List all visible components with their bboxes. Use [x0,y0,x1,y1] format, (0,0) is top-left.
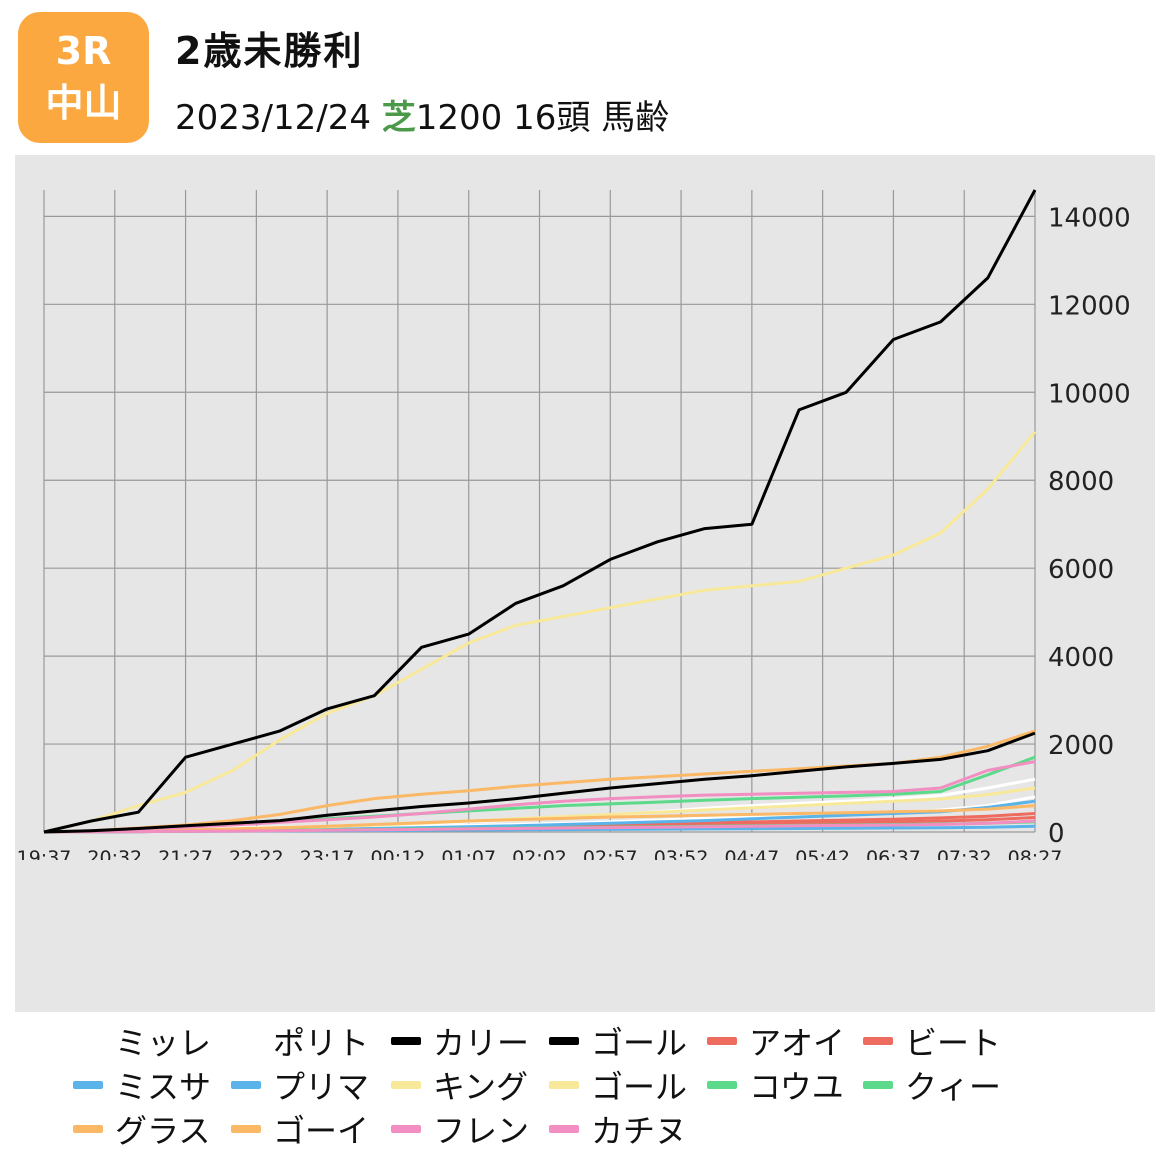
legend-item: クィー [863,1065,1002,1106]
legend-label: プリマ [273,1068,370,1106]
legend-item: コウユ [707,1065,844,1106]
y-tick-label: 12000 [1048,291,1131,321]
y-tick-label: 2000 [1048,731,1114,761]
x-tick-label: 01:07 [441,847,496,860]
chart-panel: 19:37 20:32 21:27 22:22 23:17 00:12 01:07 02:02… [15,155,1155,1150]
legend-label: ミッレ [115,1024,212,1062]
legend-label: カリー [433,1024,530,1062]
legend-swatch [549,1037,579,1045]
legend-swatch [73,1081,103,1089]
race-title: 2歳未勝利 [175,29,364,73]
series-line-3 [43,189,1037,834]
legend-item: ミッレ [73,1021,212,1062]
legend-item: アオイ [707,1021,846,1062]
legend-label: クィー [905,1068,1002,1106]
y-tick-label: 6000 [1048,555,1114,585]
legend-label: ゴール [591,1024,688,1062]
legend-item: ゴーイ [231,1109,370,1150]
legend-item: プリマ [231,1065,370,1106]
legend-swatch [73,1037,103,1045]
legend-swatch [231,1081,261,1089]
series-line-4 [43,731,1036,834]
race-subtitle: 2023/12/24 芝1200 16頭 馬齢 [175,90,669,139]
legend-label: グラス [115,1112,211,1150]
y-tick-label: 0 [1048,819,1065,849]
legend-label: キング [433,1068,529,1106]
legend-swatch [391,1125,421,1133]
legend-item: ゴール [549,1065,688,1106]
legend-item: キング [391,1065,529,1106]
series-line-15 [43,760,1036,834]
x-tick-label: 23:17 [300,847,355,860]
legend-item: ミスサ [73,1065,212,1106]
legend-label: ゴーイ [273,1112,370,1150]
legend-label: ビート [905,1024,1002,1062]
odds-line-chart: 19:37 20:32 21:27 22:22 23:17 00:12 01:07 02:02… [17,189,1131,860]
series-line-14 [43,804,1036,834]
x-tick-label: 02:02 [512,847,567,860]
legend-label: コウユ [749,1068,844,1106]
race-badge: 3R 中山 [18,12,149,143]
x-tick-label: 00:12 [371,847,426,860]
legend-swatch [863,1037,893,1045]
legend-swatch [549,1125,579,1133]
legend-swatch [231,1125,261,1133]
legend-swatch [707,1037,737,1045]
legend-item: ビート [863,1021,1002,1062]
legend-item: フレン [391,1109,530,1150]
legend-item: ポリト [231,1021,370,1062]
x-tick-label: 20:32 [87,847,142,860]
series-line-9 [43,430,1037,834]
y-tick-label: 10000 [1048,379,1131,409]
x-tick-label: 05:42 [795,847,850,860]
legend-swatch [231,1037,261,1045]
legend-item: グラス [73,1109,211,1150]
field-size: 16頭 [513,98,591,138]
legend-swatch [391,1037,421,1045]
x-tick-label: 06:37 [866,847,921,860]
legend-swatch [863,1081,893,1089]
y-tick-label: 14000 [1048,203,1131,233]
x-tick-label: 08:27 [1008,847,1063,860]
legend-swatch [73,1125,103,1133]
legend-item: カリー [391,1021,530,1062]
x-tick-label: 19:37 [17,847,72,860]
legend-swatch [549,1081,579,1089]
x-tick-label: 03:52 [654,847,709,860]
legend-label: カチヌ [591,1112,688,1150]
legend-swatch [707,1081,737,1089]
legend-item: カチヌ [549,1109,688,1150]
legend-label: アオイ [749,1024,846,1062]
legend-label: ポリト [273,1024,370,1062]
race-date: 2023/12/24 [175,98,371,138]
legend-item: ゴール [549,1021,688,1062]
y-tick-label: 4000 [1048,643,1114,673]
race-distance: 1200 [415,98,503,138]
legend-label: ゴール [591,1068,688,1106]
legend-label: ミスサ [115,1068,212,1106]
venue-name: 中山 [45,81,122,125]
race-surface: 芝 [381,98,416,138]
y-tick-label: 8000 [1048,467,1114,497]
x-tick-label: 07:32 [937,847,992,860]
legend-label: フレン [433,1112,530,1150]
x-tick-label: 22:22 [229,847,284,860]
race-number: 3R [55,29,112,73]
x-tick-label: 21:27 [158,847,213,860]
race-condition: 馬齢 [601,98,670,138]
x-tick-label: 02:57 [583,847,638,860]
x-tick-label: 04:47 [724,847,779,860]
series-line-16 [43,819,1036,834]
legend-swatch [391,1081,421,1089]
